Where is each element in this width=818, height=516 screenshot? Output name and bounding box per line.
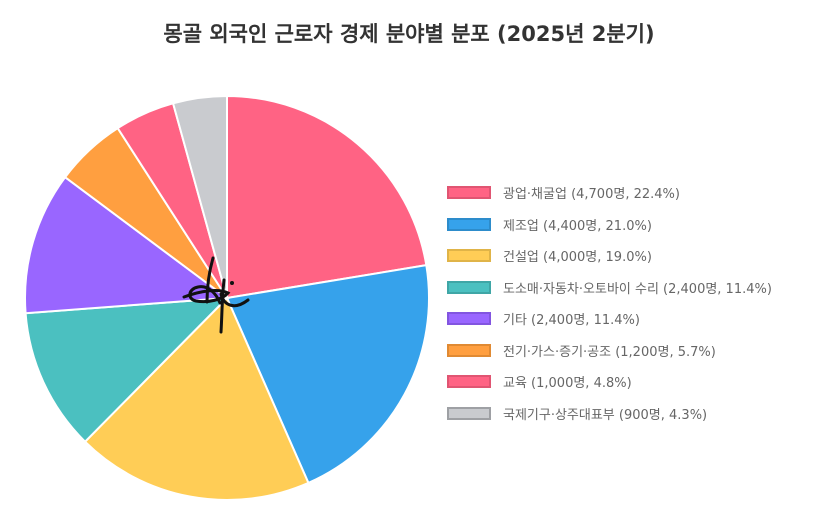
legend-swatch — [447, 249, 491, 263]
pie-slice-4[interactable] — [24, 296, 230, 444]
legend-item-5[interactable]: 기타 (2,400명, 11.4%) — [447, 303, 772, 335]
legend-swatch — [447, 343, 491, 357]
signature-mark — [182, 256, 250, 334]
legend-label: 국제기구·상주대표부 (900명, 4.3%) — [503, 407, 708, 423]
legend-swatch — [447, 217, 491, 231]
legend-item-3[interactable]: 건설업 (4,000명, 19.0%) — [447, 240, 772, 272]
legend-swatch — [447, 406, 491, 420]
chart-legend: 광업·채굴업 (4,700명, 22.4%) 제조업 (4,400명, 21.0%… — [447, 177, 772, 429]
pie-slice-3[interactable] — [83, 296, 310, 501]
legend-item-6[interactable]: 전기·가스·증기·공조 (1,200명, 5.7%) — [447, 335, 772, 367]
legend-label: 도소매·자동차·오토바이 수리 (2,400명, 11.4%) — [503, 281, 772, 297]
legend-label: 전기·가스·증기·공조 (1,200명, 5.7%) — [503, 344, 716, 360]
legend-label: 광업·채굴업 (4,700명, 22.4%) — [503, 187, 680, 203]
legend-swatch — [447, 375, 491, 389]
legend-swatch — [447, 280, 491, 294]
legend-label: 교육 (1,000명, 4.8%) — [503, 376, 632, 392]
legend-label: 제조업 (4,400명, 21.0%) — [503, 218, 652, 234]
legend-item-2[interactable]: 제조업 (4,400명, 21.0%) — [447, 209, 772, 241]
legend-swatch — [447, 186, 491, 200]
legend-item-7[interactable]: 교육 (1,000명, 4.8%) — [447, 366, 772, 398]
legend-swatch — [447, 312, 491, 326]
pie-slice-8[interactable] — [171, 94, 228, 299]
chart-title: 몽골 외국인 근로자 경제 분야별 분포 (2025년 2분기) — [163, 22, 655, 46]
pie-slice-2[interactable] — [225, 263, 430, 485]
legend-item-8[interactable]: 국제기구·상주대표부 (900명, 4.3%) — [447, 398, 772, 430]
pie-slice-1[interactable] — [226, 94, 428, 300]
pie-slice-5[interactable] — [24, 175, 230, 315]
legend-label: 건설업 (4,000명, 19.0%) — [503, 250, 652, 266]
legend-item-4[interactable]: 도소매·자동차·오토바이 수리 (2,400명, 11.4%) — [447, 272, 772, 304]
legend-item-1[interactable]: 광업·채굴업 (4,700명, 22.4%) — [447, 177, 772, 209]
legend-label: 기타 (2,400명, 11.4%) — [503, 313, 640, 329]
